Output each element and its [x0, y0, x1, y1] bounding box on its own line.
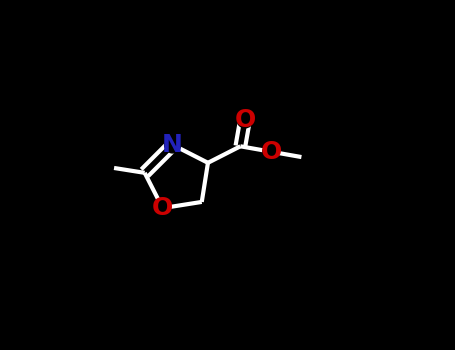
- Circle shape: [165, 137, 181, 153]
- Text: N: N: [162, 133, 183, 157]
- Text: O: O: [260, 140, 282, 164]
- Circle shape: [263, 144, 279, 160]
- Circle shape: [155, 200, 171, 216]
- Circle shape: [237, 112, 253, 128]
- Text: O: O: [234, 108, 256, 132]
- Text: O: O: [152, 196, 173, 220]
